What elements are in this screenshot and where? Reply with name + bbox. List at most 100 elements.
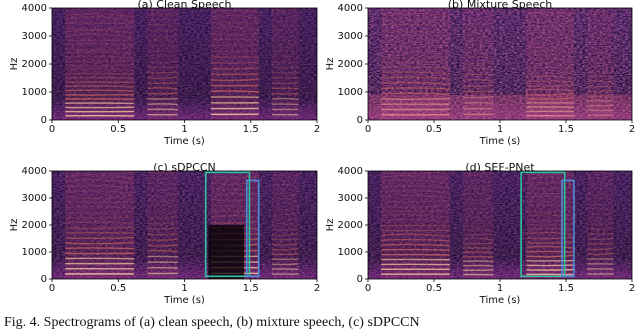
harmonic xyxy=(271,97,299,101)
harmonic xyxy=(462,220,494,223)
harmonic xyxy=(381,8,450,12)
y-axis-label: Hz xyxy=(9,58,20,71)
harmonic xyxy=(526,214,574,217)
harmonic xyxy=(381,233,450,238)
harmonic xyxy=(210,9,259,13)
harmonic xyxy=(271,242,299,246)
harmonic xyxy=(271,228,299,231)
harmonic xyxy=(210,186,259,191)
y-tick-label: 0 xyxy=(41,274,47,285)
harmonic xyxy=(586,8,614,13)
y-tick-label: 1000 xyxy=(338,247,363,258)
harmonic xyxy=(587,90,614,93)
harmonic xyxy=(526,14,575,21)
harmonic xyxy=(65,89,135,92)
harmonic xyxy=(587,182,614,186)
speech-energy xyxy=(147,8,178,120)
harmonic xyxy=(462,78,494,82)
harmonic xyxy=(526,70,575,75)
harmonic xyxy=(147,23,178,26)
harmonic xyxy=(147,182,178,186)
harmonic xyxy=(271,232,299,236)
harmonic xyxy=(462,21,494,26)
harmonic xyxy=(587,202,614,206)
harmonic xyxy=(65,216,135,219)
panel-title: (c) sDPCCN xyxy=(153,161,216,174)
harmonic xyxy=(65,194,135,200)
harmonic xyxy=(381,179,450,186)
spectrogram-panel: 0 0.5 1 1.5 2 0 1000 2000 3000 4000 (b) Mixture Sp… xyxy=(325,0,635,147)
harmonic xyxy=(210,90,259,93)
harmonic xyxy=(381,199,450,203)
harmonic xyxy=(271,178,299,182)
harmonic xyxy=(147,76,178,80)
x-axis-label: Time (s) xyxy=(479,295,521,306)
harmonic xyxy=(271,188,299,192)
harmonic xyxy=(65,63,135,67)
y-tick-label: 0 xyxy=(357,115,363,126)
harmonic xyxy=(147,82,178,84)
harmonic xyxy=(65,210,135,214)
spectrogram-panel: 0 0.5 1 1.5 2 0 1000 2000 3000 4000 (d) SEF-PNet Ti… xyxy=(325,161,635,306)
harmonic xyxy=(381,54,450,59)
harmonic xyxy=(381,92,450,95)
harmonic xyxy=(526,57,575,63)
harmonic xyxy=(463,11,494,14)
harmonic xyxy=(271,44,299,49)
y-tick-label: 2000 xyxy=(338,59,363,70)
harmonic xyxy=(147,38,179,44)
y-tick-label: 4000 xyxy=(22,3,47,14)
harmonic xyxy=(210,38,259,41)
harmonic xyxy=(147,71,178,74)
x-tick-label: 0 xyxy=(365,124,371,135)
x-tick-label: 2 xyxy=(629,124,635,135)
harmonic xyxy=(462,188,494,193)
harmonic xyxy=(381,194,450,199)
harmonic xyxy=(526,75,575,79)
harmonic xyxy=(65,241,135,245)
speech-energy xyxy=(463,171,494,279)
harmonic xyxy=(463,211,494,214)
harmonic xyxy=(526,264,574,267)
x-tick-label: 1 xyxy=(181,124,187,135)
highlight-box xyxy=(520,171,566,278)
harmonic xyxy=(526,20,574,23)
harmonic xyxy=(65,226,135,230)
harmonic xyxy=(65,184,135,190)
harmonic xyxy=(526,186,574,190)
harmonic xyxy=(587,55,614,60)
speech-energy xyxy=(526,171,574,279)
harmonic xyxy=(210,67,259,70)
harmonic xyxy=(271,193,299,197)
harmonic xyxy=(526,97,574,100)
harmonic xyxy=(587,222,614,226)
harmonic xyxy=(65,51,135,55)
y-tick-label: 3000 xyxy=(22,193,47,204)
harmonic xyxy=(210,203,259,208)
harmonic xyxy=(210,61,259,64)
harmonic xyxy=(65,42,135,47)
spectrogram-image xyxy=(368,171,632,279)
harmonic xyxy=(462,174,494,180)
harmonic xyxy=(587,172,614,176)
harmonic xyxy=(587,13,614,16)
harmonic xyxy=(381,209,450,213)
harmonic xyxy=(65,16,135,23)
harmonic xyxy=(526,11,574,14)
harmonic xyxy=(463,260,494,263)
harmonic xyxy=(587,237,614,241)
harmonic xyxy=(587,187,614,191)
harmonic xyxy=(147,192,179,197)
harmonic xyxy=(65,72,135,75)
highlight-box xyxy=(561,179,575,278)
harmonic xyxy=(271,222,299,227)
harmonic xyxy=(526,31,575,38)
harmonic xyxy=(147,249,178,253)
harmonic xyxy=(587,80,614,84)
harmonic xyxy=(587,51,614,55)
harmonic xyxy=(586,75,614,79)
harmonic xyxy=(462,33,494,37)
x-axis-label: Time (s) xyxy=(163,136,205,147)
harmonic xyxy=(526,46,574,49)
harmonic xyxy=(271,8,299,12)
